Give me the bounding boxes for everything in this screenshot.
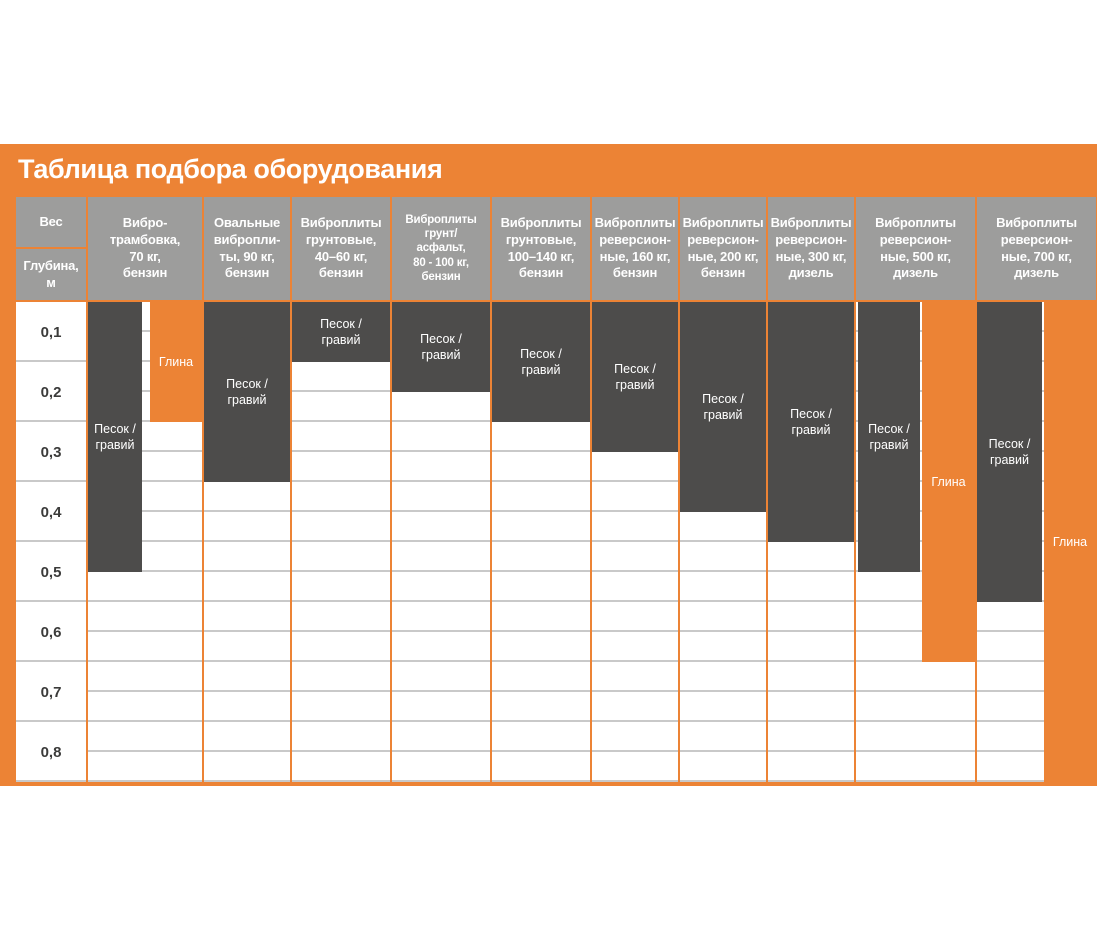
- depth-tick-0.4: 0,4: [40, 503, 62, 521]
- column-header-label: Виброплиты грунтовые, 40–60 кг, бензин: [292, 197, 390, 300]
- column-header: Виброплиты реверсион- ные, 700 кг, дизел…: [977, 197, 1096, 300]
- depth-header-cell: Глубина, м: [16, 249, 86, 300]
- bar-label: Песок / гравий: [868, 421, 910, 452]
- column-vibro-rammer-70kg: Вибро- трамбовка, 70 кг, бензин Песок / …: [88, 197, 202, 782]
- column-body: Песок / гравий: [492, 302, 590, 782]
- orange-banner: Таблица подбора оборудования Вес Глубина…: [0, 144, 1097, 786]
- column-header: Виброплиты реверсион- ные, 500 кг, дизел…: [856, 197, 975, 300]
- depth-tick-0.2: 0,2: [40, 383, 62, 401]
- bar-sand-gravel: Песок / гравий: [680, 302, 766, 512]
- column-reversible-plates-700kg: Виброплиты реверсион- ные, 700 кг, дизел…: [977, 197, 1096, 782]
- depth-tick-0.7: 0,7: [40, 683, 62, 701]
- bar-label: Песок / гравий: [614, 361, 656, 392]
- bar-clay: Глина: [150, 302, 202, 422]
- column-header: Овальные вибропли- ты, 90 кг, бензин: [204, 197, 290, 300]
- bar-label: Песок / гравий: [790, 406, 832, 437]
- bar-label: Песок / гравий: [226, 376, 268, 407]
- column-body: Песок / гравий: [392, 302, 490, 782]
- depth-axis-labels: 0,1 0,2 0,3 0,4 0,5 0,6 0,7 0,8: [16, 302, 86, 782]
- bar-label: Глина: [158, 354, 194, 369]
- depth-tick-0.8: 0,8: [40, 743, 62, 761]
- column-oval-plates-90kg: Овальные вибропли- ты, 90 кг, бензин Пес…: [204, 197, 290, 782]
- column-soil-plates-40-60kg: Виброплиты грунтовые, 40–60 кг, бензин П…: [292, 197, 390, 782]
- depth-axis-header: Вес Глубина, м: [16, 197, 86, 300]
- bar-label: Песок / гравий: [94, 421, 136, 452]
- column-reversible-plates-300kg: Виброплиты реверсион- ные, 300 кг, дизел…: [768, 197, 854, 782]
- bar-sand-gravel: Песок / гравий: [768, 302, 854, 542]
- bar-sand-gravel: Песок / гравий: [292, 302, 390, 362]
- column-body: Песок / гравий: [204, 302, 290, 782]
- column-depth-axis: Вес Глубина, м 0,1 0,2 0,3 0,4 0,5 0,6 0…: [16, 197, 86, 782]
- bar-label: Глина: [1052, 534, 1088, 549]
- page-title: Таблица подбора оборудования: [18, 154, 443, 184]
- column-body: Песок / гравий: [768, 302, 854, 782]
- column-header-label: Виброплиты реверсион- ные, 500 кг, дизел…: [856, 197, 975, 300]
- column-reversible-plates-500kg: Виброплиты реверсион- ные, 500 кг, дизел…: [856, 197, 975, 782]
- bar-sand-gravel: Песок / гравий: [204, 302, 290, 482]
- column-header-label: Виброплиты реверсион- ные, 160 кг, бензи…: [592, 197, 678, 300]
- column-body: Песок / гравий: [592, 302, 678, 782]
- bar-label: Песок / гравий: [988, 436, 1031, 467]
- column-header: Виброплиты реверсион- ные, 200 кг, бензи…: [680, 197, 766, 300]
- depth-tick-0.6: 0,6: [40, 623, 62, 641]
- column-reversible-plates-200kg: Виброплиты реверсион- ные, 200 кг, бензи…: [680, 197, 766, 782]
- bar-label: Песок / гравий: [520, 346, 562, 377]
- column-body: Песок / гравий: [292, 302, 390, 782]
- bar-sand-gravel: Песок / гравий: [392, 302, 490, 392]
- column-body: Песок / гравий Глина: [977, 302, 1096, 782]
- column-header: Виброплиты грунтовые, 100–140 кг, бензин: [492, 197, 590, 300]
- column-header: Виброплиты грунт/ асфальт, 80 - 100 кг, …: [392, 197, 490, 300]
- bar-clay: Глина: [1044, 302, 1096, 782]
- bar-sand-gravel: Песок / гравий: [858, 302, 920, 572]
- column-reversible-plates-160kg: Виброплиты реверсион- ные, 160 кг, бензи…: [592, 197, 678, 782]
- column-header-label: Виброплиты грунтовые, 100–140 кг, бензин: [492, 197, 590, 300]
- column-header-label: Виброплиты грунт/ асфальт, 80 - 100 кг, …: [392, 197, 490, 300]
- bar-sand-gravel: Песок / гравий: [592, 302, 678, 452]
- bar-sand-gravel: Песок / гравий: [977, 302, 1042, 602]
- column-header-label: Виброплиты реверсион- ные, 700 кг, дизел…: [977, 197, 1096, 300]
- column-header: Виброплиты реверсион- ные, 300 кг, дизел…: [768, 197, 854, 300]
- bar-label: Песок / гравий: [702, 391, 744, 422]
- column-header: Вибро- трамбовка, 70 кг, бензин: [88, 197, 202, 300]
- column-body: Песок / гравий Глина: [88, 302, 202, 782]
- bar-sand-gravel: Песок / гравий: [88, 302, 142, 572]
- bar-sand-gravel: Песок / гравий: [492, 302, 590, 422]
- column-body: Песок / гравий Глина: [856, 302, 975, 782]
- depth-tick-0.1: 0,1: [40, 323, 62, 341]
- column-header-label: Овальные вибропли- ты, 90 кг, бензин: [204, 197, 290, 300]
- depth-tick-0.5: 0,5: [40, 563, 62, 581]
- column-header: Виброплиты реверсион- ные, 160 кг, бензи…: [592, 197, 678, 300]
- column-header-label: Виброплиты реверсион- ные, 200 кг, бензи…: [680, 197, 766, 300]
- column-soil-plates-100-140kg: Виброплиты грунтовые, 100–140 кг, бензин…: [492, 197, 590, 782]
- column-header-label: Вибро- трамбовка, 70 кг, бензин: [88, 197, 202, 300]
- column-body: Песок / гравий: [680, 302, 766, 782]
- column-header-label: Виброплиты реверсион- ные, 300 кг, дизел…: [768, 197, 854, 300]
- column-soil-asphalt-plates-80-100kg: Виброплиты грунт/ асфальт, 80 - 100 кг, …: [392, 197, 490, 782]
- weight-header-cell: Вес: [16, 197, 86, 247]
- depth-tick-0.3: 0,3: [40, 443, 62, 461]
- bar-label: Песок / гравий: [320, 316, 362, 347]
- bar-label: Песок / гравий: [420, 331, 462, 362]
- equipment-selection-table: Вес Глубина, м 0,1 0,2 0,3 0,4 0,5 0,6 0…: [16, 197, 1096, 782]
- bar-label: Глина: [931, 474, 966, 489]
- column-header: Виброплиты грунтовые, 40–60 кг, бензин: [292, 197, 390, 300]
- bar-clay: Глина: [922, 302, 975, 662]
